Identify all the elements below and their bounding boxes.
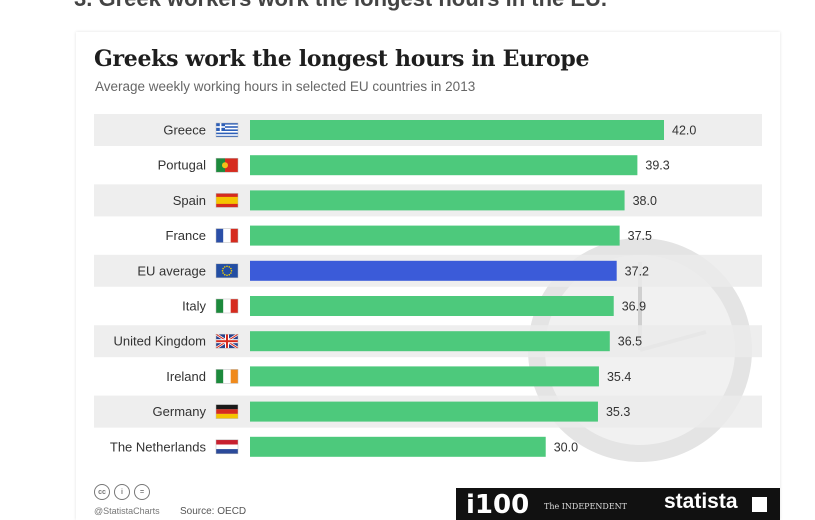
value-label: 35.3 bbox=[606, 405, 630, 419]
footer-band: i100 The INDEPENDENT statista bbox=[456, 488, 780, 520]
bar-row: Greece 42.0 bbox=[94, 114, 762, 146]
category-label: EU average bbox=[137, 263, 206, 278]
bar bbox=[250, 366, 599, 387]
uk-flag-icon bbox=[215, 333, 239, 350]
value-label: 39.3 bbox=[645, 159, 669, 173]
bar bbox=[250, 155, 638, 176]
bar-row: Portugal 39.3 bbox=[158, 155, 670, 176]
value-label: 37.2 bbox=[625, 264, 649, 278]
category-label: Greece bbox=[163, 123, 206, 138]
bar-row: France 37.5 bbox=[166, 225, 652, 246]
value-label: 35.4 bbox=[607, 370, 631, 384]
value-label: 38.0 bbox=[633, 194, 657, 208]
value-label: 36.5 bbox=[618, 335, 642, 349]
category-label: France bbox=[166, 228, 206, 243]
bar-row: EU average 37.2 bbox=[94, 254, 762, 287]
greece-flag-icon bbox=[215, 122, 239, 138]
eu-flag-icon bbox=[215, 263, 239, 279]
bar bbox=[250, 120, 664, 140]
germany-flag-icon bbox=[215, 404, 239, 419]
bar-row: Germany 35.3 bbox=[94, 395, 762, 428]
bar-chart: Greece 42.0 Portugal 39.3 Spain 38.0 France 37.… bbox=[94, 114, 762, 462]
chart-card: Greece 42.0 Portugal 39.3 Spain 38.0 France 37.… bbox=[76, 32, 780, 520]
bar-row: Ireland 35.4 bbox=[166, 366, 631, 387]
license-icons: cc i = bbox=[94, 484, 150, 500]
bar-row: United Kingdom 36.5 bbox=[94, 325, 762, 358]
value-label: 42.0 bbox=[672, 124, 696, 138]
italy-flag-icon bbox=[215, 298, 239, 314]
bar bbox=[250, 225, 620, 246]
bar-row: Italy 36.9 bbox=[182, 296, 646, 316]
ireland-flag-icon bbox=[215, 369, 239, 384]
nd-icon: = bbox=[134, 484, 150, 500]
source-note: Source: OECD bbox=[180, 506, 247, 517]
bar-row: The Netherlands 30.0 bbox=[110, 436, 578, 457]
page-heading: 3. Greek workers work the longest hours … bbox=[74, 0, 607, 12]
value-label: 37.5 bbox=[628, 229, 652, 243]
cc-icon: cc bbox=[94, 484, 110, 500]
bar bbox=[250, 331, 610, 352]
category-label: Spain bbox=[173, 193, 206, 208]
chart-title: Greeks work the longest hours in Europe bbox=[94, 46, 590, 72]
bar bbox=[250, 260, 617, 281]
independent-logo: The INDEPENDENT bbox=[544, 502, 627, 511]
bar bbox=[250, 436, 546, 457]
category-label: The Netherlands bbox=[110, 439, 207, 454]
i100-logo: i100 bbox=[466, 490, 530, 520]
by-icon: i bbox=[114, 484, 130, 500]
category-label: Ireland bbox=[166, 369, 206, 384]
category-label: Germany bbox=[153, 404, 207, 419]
france-flag-icon bbox=[215, 228, 239, 243]
portugal-flag-icon bbox=[215, 157, 239, 173]
bar bbox=[250, 190, 625, 211]
netherlands-flag-icon bbox=[215, 439, 239, 455]
bar bbox=[250, 296, 614, 316]
statista-logo: statista bbox=[664, 490, 738, 513]
category-label: United Kingdom bbox=[114, 334, 207, 349]
statista-mark-icon bbox=[752, 497, 767, 512]
chart-subtitle: Average weekly working hours in selected… bbox=[95, 79, 476, 94]
bar bbox=[250, 401, 598, 422]
value-label: 30.0 bbox=[554, 440, 578, 454]
category-label: Italy bbox=[182, 299, 206, 314]
category-label: Portugal bbox=[158, 158, 207, 173]
bar-row: Spain 38.0 bbox=[94, 184, 762, 217]
value-label: 36.9 bbox=[622, 300, 646, 314]
spain-flag-icon bbox=[215, 193, 239, 208]
statista-handle: @StatistaCharts bbox=[94, 506, 160, 516]
